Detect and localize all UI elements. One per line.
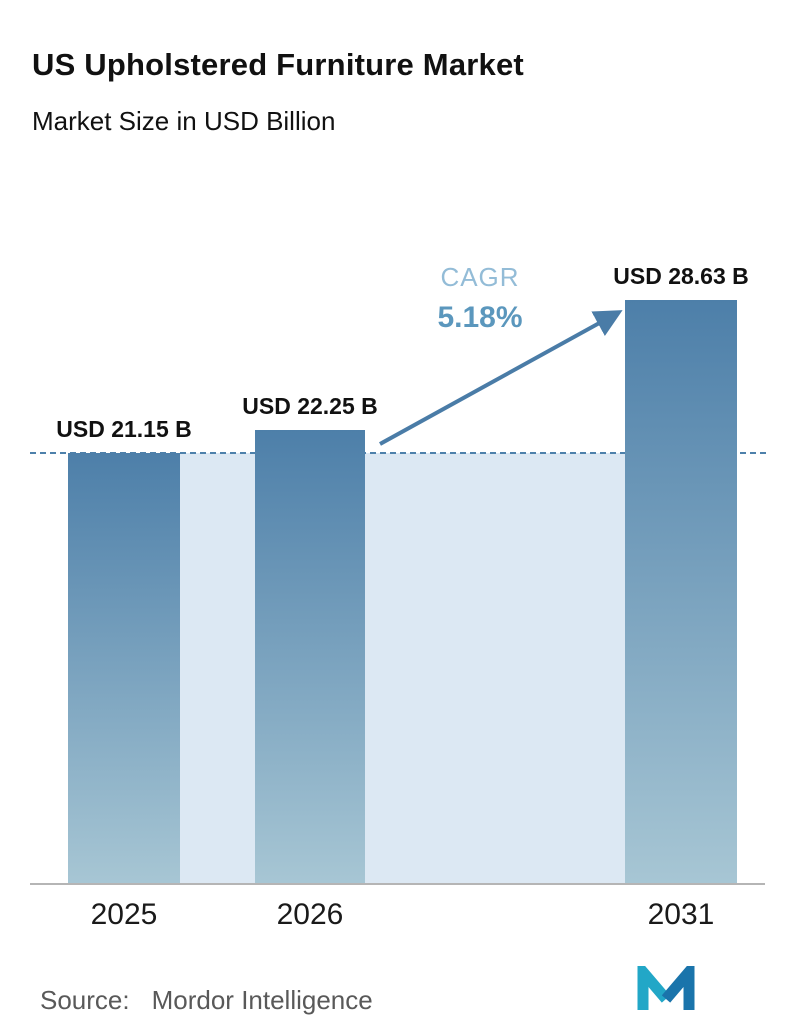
x-axis-line	[30, 883, 765, 885]
cagr-annotation: CAGR 5.18%	[420, 262, 540, 335]
bar-group-2031: USD 28.63 B 2031	[613, 263, 749, 931]
cagr-label: CAGR	[440, 262, 520, 292]
reference-dashed-line	[30, 451, 766, 454]
bar-2031	[625, 299, 737, 884]
source-name: Mordor Intelligence	[151, 985, 373, 1015]
bar-2025	[68, 452, 180, 884]
x-axis-label-2025: 2025	[90, 898, 158, 931]
bar-group-2026: USD 22.25 B 2026	[242, 393, 378, 931]
bar-value-label: USD 21.15 B	[56, 415, 192, 442]
chart-subtitle: Market Size in USD Billion	[32, 105, 336, 136]
bar-value-label: USD 28.63 B	[613, 262, 749, 289]
source-label: Source:	[40, 985, 130, 1015]
cagr-value: 5.18%	[437, 301, 523, 334]
chart-title: US Upholstered Furniture Market	[32, 46, 524, 82]
bar-2026	[255, 430, 365, 884]
mordor-intelligence-logo	[637, 966, 695, 1010]
x-axis-label-2031: 2031	[647, 898, 715, 931]
source-attribution: Source: Mordor Intelligence	[40, 985, 373, 1016]
x-axis-label-2026: 2026	[276, 898, 344, 931]
bar-value-label: USD 22.25 B	[242, 393, 378, 420]
bar-group-2025: USD 21.15 B 2025	[56, 416, 192, 932]
